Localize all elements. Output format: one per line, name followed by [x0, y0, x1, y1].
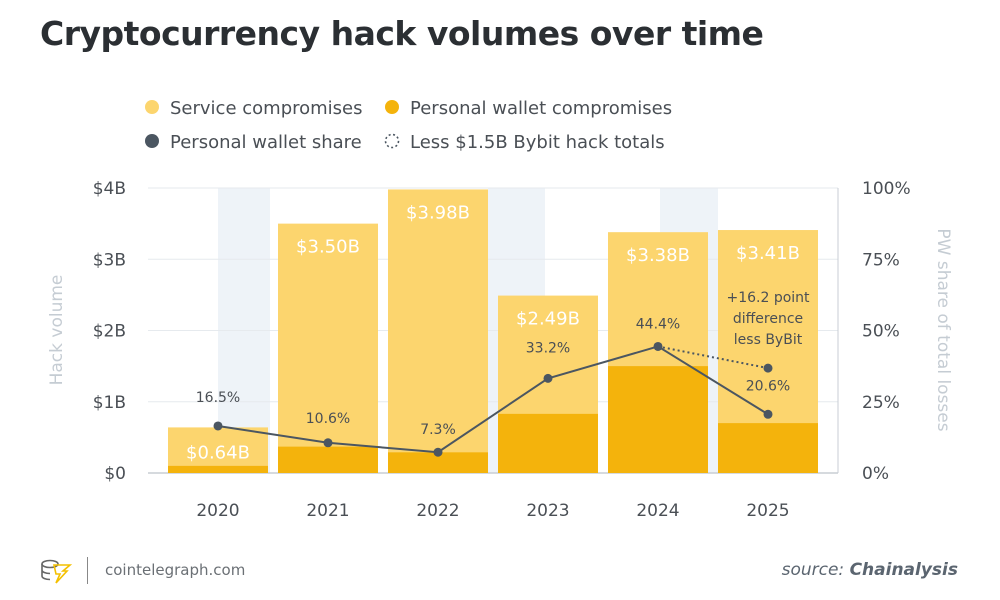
footer-source: source: Chainalysis: [782, 560, 958, 580]
share-label: 7.3%: [420, 422, 456, 438]
x-tick-label: 2020: [196, 501, 239, 521]
y-right-tick-label: 100%: [862, 179, 911, 199]
share-label: 33.2%: [526, 340, 570, 356]
x-tick-label: 2024: [636, 501, 679, 521]
bybit-point: [763, 363, 773, 373]
bar-service: [388, 189, 488, 474]
legend-personal-swatch: [385, 100, 399, 114]
bar-total-label: $3.38B: [626, 245, 690, 266]
bar-personal-wallet: [388, 452, 488, 473]
y-tick-label: $1B: [93, 393, 126, 413]
footer-divider: [87, 557, 88, 584]
bar-service: [168, 427, 268, 473]
legend-share-swatch: [145, 134, 159, 148]
share-point: [433, 447, 443, 457]
share-point: [213, 421, 223, 431]
coin-stack-icon: [41, 559, 73, 584]
legend-share: Personal wallet share: [170, 132, 362, 153]
bar-personal-wallet: [498, 413, 598, 473]
footer-site: cointelegraph.com: [105, 561, 246, 579]
y-right-axis-label: PW share of total losses: [933, 228, 953, 431]
share-label: 16.5%: [196, 390, 240, 406]
bar-total-label: $0.64B: [186, 442, 250, 463]
share-line: [217, 345, 769, 454]
cointelegraph-logo: [40, 556, 76, 590]
x-tick-label: 2022: [416, 501, 459, 521]
share-label: 44.4%: [636, 316, 680, 332]
bar-personal-wallet: [718, 423, 818, 473]
share-point: [653, 341, 663, 351]
bybit-dotted-line: [657, 345, 769, 370]
source-prefix: source:: [781, 560, 845, 580]
share-point: [323, 438, 333, 448]
y-right-tick-label: 50%: [862, 322, 900, 342]
y-tick-label: $2B: [93, 322, 126, 342]
bar-service: [278, 223, 378, 473]
y-right-tick-label: 25%: [862, 393, 900, 413]
bar-total-label: $3.41B: [736, 243, 800, 264]
y-tick-label: $3B: [93, 250, 126, 270]
y-tick-label: $0: [104, 464, 126, 484]
legend-service-swatch: [145, 100, 159, 114]
x-tick-label: 2025: [746, 501, 789, 521]
bar-total-label: $3.98B: [406, 202, 470, 223]
y-tick-label: $4B: [93, 179, 126, 199]
legend-bybit: Less $1.5B Bybit hack totals: [410, 132, 665, 153]
bar-personal-wallet: [608, 366, 708, 473]
y-right-tick-label: 75%: [862, 250, 900, 270]
bar-personal-wallet: [278, 446, 378, 473]
x-tick-label: 2021: [306, 501, 349, 521]
y-axis-label: Hack volume: [47, 275, 67, 386]
bar-total-label: $3.50B: [296, 237, 360, 258]
share-point: [543, 373, 553, 383]
annotation-text: +16.2 point: [726, 290, 810, 306]
share-label: 20.6%: [746, 378, 790, 394]
annotation-text: difference: [733, 311, 803, 327]
legend-personal: Personal wallet compromises: [410, 98, 672, 119]
legend-service: Service compromises: [170, 98, 363, 119]
chart-title: Cryptocurrency hack volumes over time: [40, 14, 764, 53]
y-right-tick-label: 0%: [862, 464, 889, 484]
share-point: [763, 409, 773, 419]
x-tick-label: 2023: [526, 501, 569, 521]
bar-personal-wallet: [168, 465, 268, 473]
share-label: 10.6%: [306, 411, 350, 427]
annotation-text: less ByBit: [734, 332, 803, 348]
bar-total-label: $2.49B: [516, 309, 580, 330]
source-name: Chainalysis: [849, 560, 958, 580]
legend-bybit-swatch: [384, 133, 400, 149]
